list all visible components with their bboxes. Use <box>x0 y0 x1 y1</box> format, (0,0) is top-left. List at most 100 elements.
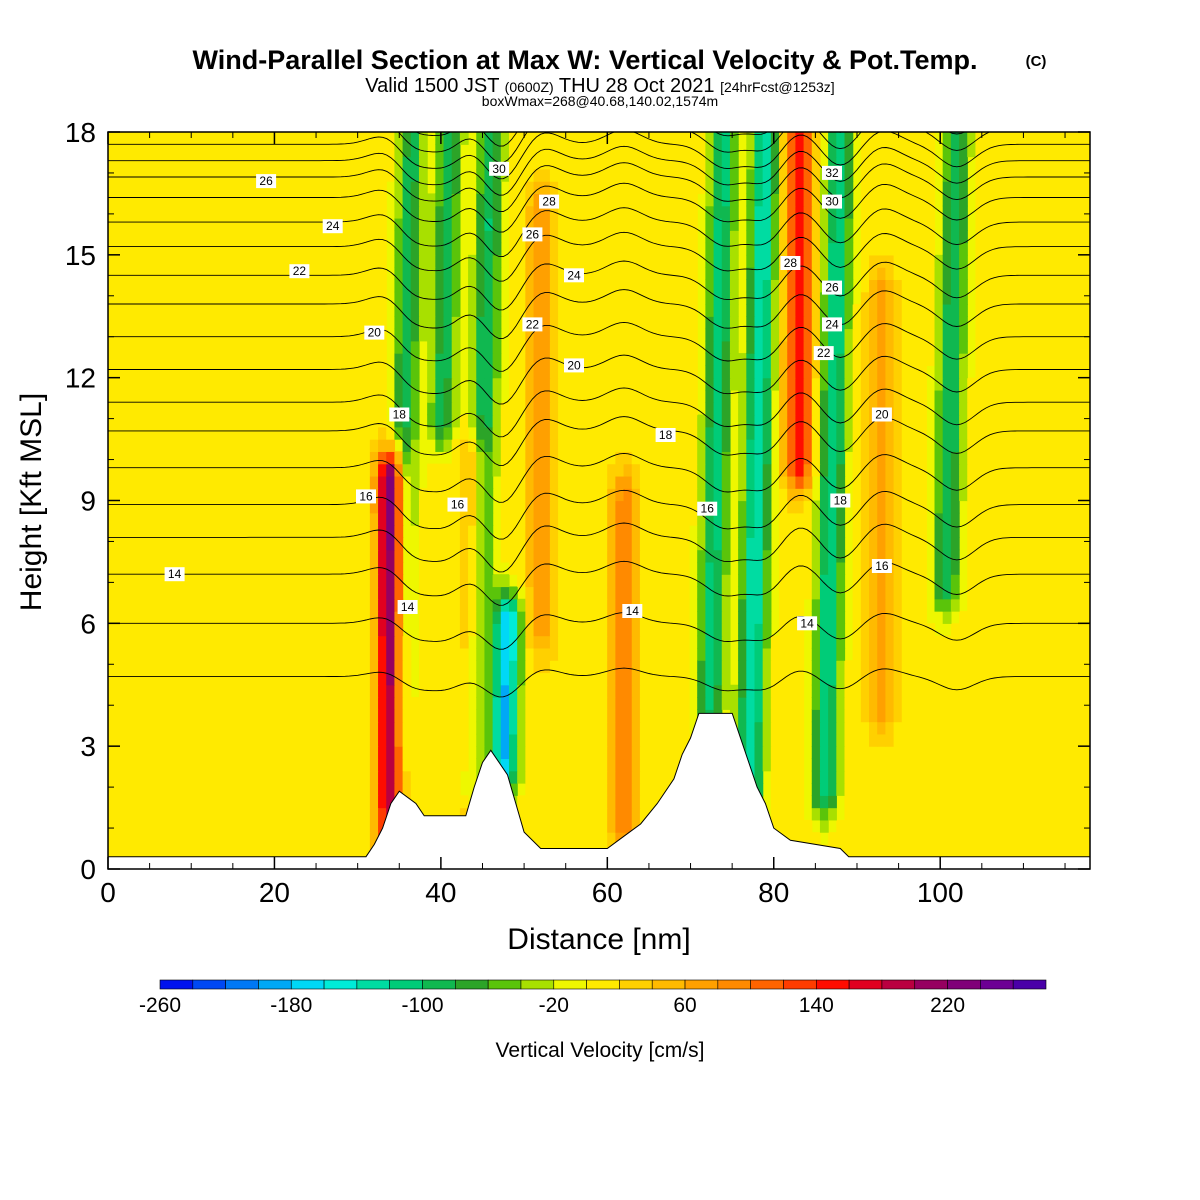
velocity-cell <box>517 672 526 686</box>
velocity-cell <box>124 475 134 489</box>
velocity-cell <box>140 439 150 452</box>
velocity-cell <box>680 586 690 600</box>
velocity-cell <box>296 672 305 686</box>
velocity-cell <box>721 377 731 391</box>
velocity-cell <box>680 684 690 698</box>
velocity-cell <box>214 512 224 526</box>
velocity-cell <box>950 746 960 760</box>
velocity-cell <box>942 770 952 784</box>
velocity-cell <box>271 783 281 796</box>
velocity-cell <box>378 770 387 784</box>
velocity-cell <box>705 426 715 440</box>
velocity-cell <box>959 832 968 846</box>
velocity-cell <box>795 746 805 760</box>
velocity-cell <box>631 672 641 686</box>
velocity-cell <box>337 819 346 833</box>
velocity-cell <box>631 586 641 600</box>
velocity-cell <box>1008 389 1017 403</box>
velocity-cell <box>566 414 576 428</box>
velocity-cell <box>909 561 919 575</box>
velocity-cell <box>353 402 363 416</box>
velocity-cell <box>607 586 616 600</box>
velocity-cell <box>1024 598 1034 612</box>
velocity-cell <box>770 819 780 833</box>
velocity-cell <box>672 463 682 477</box>
velocity-cell <box>108 647 117 661</box>
velocity-cell <box>811 733 821 747</box>
velocity-cell <box>787 426 796 440</box>
velocity-cell <box>975 746 985 760</box>
velocity-cell <box>386 758 396 772</box>
velocity-cell <box>181 561 191 575</box>
velocity-cell <box>656 340 666 354</box>
velocity-cell <box>279 733 289 747</box>
velocity-cell <box>828 709 837 723</box>
velocity-cell <box>1008 365 1017 379</box>
velocity-cell <box>271 795 281 809</box>
velocity-cell <box>877 463 887 477</box>
velocity-cell <box>836 340 846 354</box>
velocity-cell <box>909 340 919 354</box>
velocity-cell <box>288 512 297 526</box>
velocity-cell <box>909 537 919 551</box>
velocity-cell <box>1008 647 1017 661</box>
velocity-cell <box>181 353 191 366</box>
velocity-cell <box>386 598 396 612</box>
velocity-cell <box>901 463 911 477</box>
velocity-cell <box>615 463 625 477</box>
velocity-cell <box>165 672 175 686</box>
velocity-cell <box>672 353 682 366</box>
velocity-cell <box>754 635 764 649</box>
velocity-cell <box>901 574 911 588</box>
velocity-cell <box>697 537 706 551</box>
velocity-cell <box>255 733 265 747</box>
velocity-cell <box>533 733 543 747</box>
velocity-cell <box>779 463 788 477</box>
velocity-cell <box>476 500 486 514</box>
velocity-cell <box>860 549 870 563</box>
velocity-cell <box>877 795 887 809</box>
velocity-cell <box>869 549 878 563</box>
velocity-cell <box>811 721 821 735</box>
velocity-cell <box>934 733 944 747</box>
velocity-cell <box>165 795 175 809</box>
velocity-cell <box>476 537 486 551</box>
velocity-cell <box>427 512 436 526</box>
velocity-cell <box>517 402 526 416</box>
velocity-cell <box>648 402 657 416</box>
velocity-cell <box>738 475 747 489</box>
velocity-cell <box>533 439 543 452</box>
velocity-cell <box>345 500 355 514</box>
velocity-cell <box>623 537 633 551</box>
velocity-cell <box>312 439 322 452</box>
velocity-cell <box>189 611 199 624</box>
velocity-cell <box>288 598 297 612</box>
velocity-cell <box>328 611 338 624</box>
velocity-cell <box>173 402 183 416</box>
velocity-cell <box>582 500 592 514</box>
velocity-cell <box>451 340 461 354</box>
velocity-cell <box>541 611 551 624</box>
velocity-cell <box>566 561 576 575</box>
velocity-cell <box>1024 832 1034 846</box>
velocity-cell <box>566 832 576 846</box>
velocity-cell <box>238 340 248 354</box>
velocity-cell <box>1008 758 1017 772</box>
velocity-cell <box>1081 635 1090 649</box>
velocity-cell <box>623 697 633 710</box>
velocity-cell <box>549 770 559 784</box>
velocity-cell <box>574 770 584 784</box>
velocity-cell <box>1049 832 1058 846</box>
velocity-cell <box>803 426 813 440</box>
velocity-cell <box>819 733 829 747</box>
velocity-cell <box>623 451 633 465</box>
velocity-cell <box>238 549 248 563</box>
velocity-cell <box>198 328 207 342</box>
velocity-cell <box>746 426 756 440</box>
velocity-cell <box>844 795 854 809</box>
velocity-cell <box>238 635 248 649</box>
velocity-cell <box>255 426 265 440</box>
velocity-cell <box>787 512 796 526</box>
velocity-cell <box>779 389 788 403</box>
velocity-cell <box>181 623 191 637</box>
